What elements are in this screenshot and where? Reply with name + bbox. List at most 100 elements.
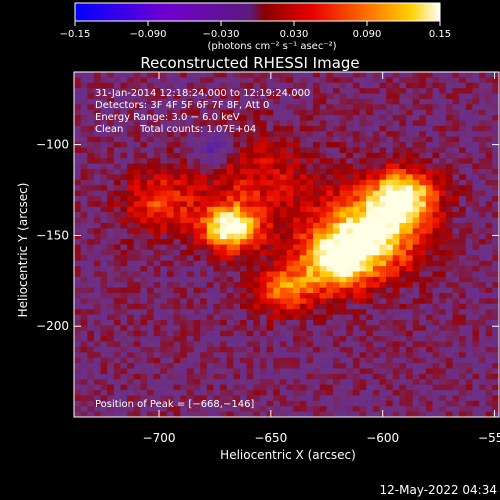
heatmap-cell — [226, 390, 234, 396]
heatmap-cell — [253, 125, 261, 132]
heatmap-cell — [299, 115, 307, 121]
heatmap-cell — [479, 120, 487, 127]
heatmap-cell — [459, 357, 467, 364]
heatmap-cell — [173, 384, 181, 391]
heatmap-cell — [399, 249, 407, 256]
heatmap-cell — [445, 222, 453, 229]
heatmap-cell — [100, 195, 108, 202]
heatmap-cell — [279, 222, 287, 229]
heatmap-cell — [80, 131, 88, 138]
heatmap-cell — [306, 201, 314, 208]
heatmap-cell — [359, 244, 367, 251]
heatmap-cell — [113, 260, 121, 267]
heatmap-cell — [406, 309, 414, 315]
heatmap-cell — [266, 152, 274, 159]
heatmap-cell — [319, 239, 327, 245]
heatmap-cell — [107, 125, 115, 132]
heatmap-cell — [445, 249, 453, 256]
heatmap-cell — [432, 341, 440, 348]
heatmap-cell — [425, 249, 433, 256]
heatmap-cell — [213, 303, 221, 310]
heatmap-cell — [166, 255, 175, 262]
heatmap-cell — [226, 212, 234, 218]
heatmap-cell — [180, 276, 188, 283]
heatmap-cell — [220, 255, 228, 262]
heatmap-cell — [166, 98, 175, 105]
heatmap-cell — [392, 400, 400, 407]
heatmap-cell — [452, 174, 460, 181]
heatmap-cell — [419, 104, 427, 111]
heatmap-cell — [220, 249, 228, 256]
heatmap-cell — [266, 72, 274, 78]
heatmap-cell — [492, 314, 499, 321]
heatmap-cell — [93, 390, 101, 396]
heatmap-cell — [240, 185, 248, 191]
heatmap-cell — [279, 98, 287, 105]
heatmap-cell — [319, 276, 327, 283]
heatmap-cell — [425, 158, 433, 165]
heatmap-cell — [160, 244, 168, 251]
heatmap-cell — [226, 411, 234, 417]
heatmap-cell — [186, 303, 194, 310]
heatmap-cell — [472, 298, 480, 305]
heatmap-cell — [299, 260, 307, 267]
heatmap-cell — [180, 115, 188, 121]
heatmap-cell — [372, 147, 380, 154]
heatmap-cell — [299, 244, 307, 251]
heatmap-cell — [425, 136, 433, 143]
heatmap-cell — [113, 341, 121, 348]
heatmap-cell — [465, 395, 473, 402]
heatmap-cell — [465, 158, 473, 165]
heatmap-cell — [173, 104, 181, 111]
heatmap-cell — [240, 244, 248, 251]
heatmap-cell — [326, 244, 334, 251]
heatmap-cell — [425, 147, 433, 154]
heatmap-cell — [465, 255, 473, 262]
heatmap-cell — [200, 72, 208, 78]
heatmap-cell — [366, 395, 374, 402]
heatmap-cell — [87, 163, 95, 170]
heatmap-cell — [366, 125, 374, 132]
heatmap-cell — [279, 390, 287, 396]
heatmap-cell — [246, 115, 254, 121]
heatmap-cell — [173, 233, 181, 240]
heatmap-cell — [386, 411, 394, 417]
heatmap-cell — [445, 109, 453, 116]
heatmap-cell — [459, 309, 467, 315]
heatmap-cell — [412, 163, 420, 170]
heatmap-cell — [379, 341, 387, 348]
heatmap-cell — [459, 125, 467, 132]
heatmap-cell — [200, 249, 208, 256]
heatmap-cell — [346, 131, 354, 138]
heatmap-cell — [93, 104, 101, 111]
heatmap-cell — [120, 368, 128, 375]
heatmap-cell — [266, 174, 274, 181]
heatmap-cell — [213, 249, 221, 256]
heatmap-cell — [186, 341, 194, 348]
heatmap-cell — [80, 406, 88, 413]
heatmap-cell — [346, 357, 354, 364]
heatmap-cell — [293, 282, 301, 289]
heatmap-cell — [313, 363, 321, 369]
heatmap-cell — [273, 201, 281, 208]
heatmap-cell — [459, 249, 467, 256]
heatmap-cell — [180, 373, 188, 380]
heatmap-cell — [306, 411, 314, 417]
heatmap-cell — [193, 368, 201, 375]
heatmap-cell — [313, 77, 321, 84]
heatmap-cell — [479, 72, 487, 78]
heatmap-cell — [439, 142, 447, 148]
heatmap-cell — [120, 384, 128, 391]
heatmap-cell — [166, 363, 175, 369]
heatmap-cell — [366, 228, 374, 235]
heatmap-cell — [445, 357, 453, 364]
heatmap-cell — [386, 244, 394, 251]
heatmap-cell — [193, 352, 201, 359]
heatmap-cell — [319, 169, 327, 175]
heatmap-cell — [352, 174, 360, 181]
heatmap-cell — [173, 352, 181, 359]
heatmap-cell — [346, 346, 354, 353]
heatmap-cell — [425, 239, 433, 245]
heatmap-cell — [140, 266, 148, 272]
heatmap-cell — [386, 239, 394, 245]
